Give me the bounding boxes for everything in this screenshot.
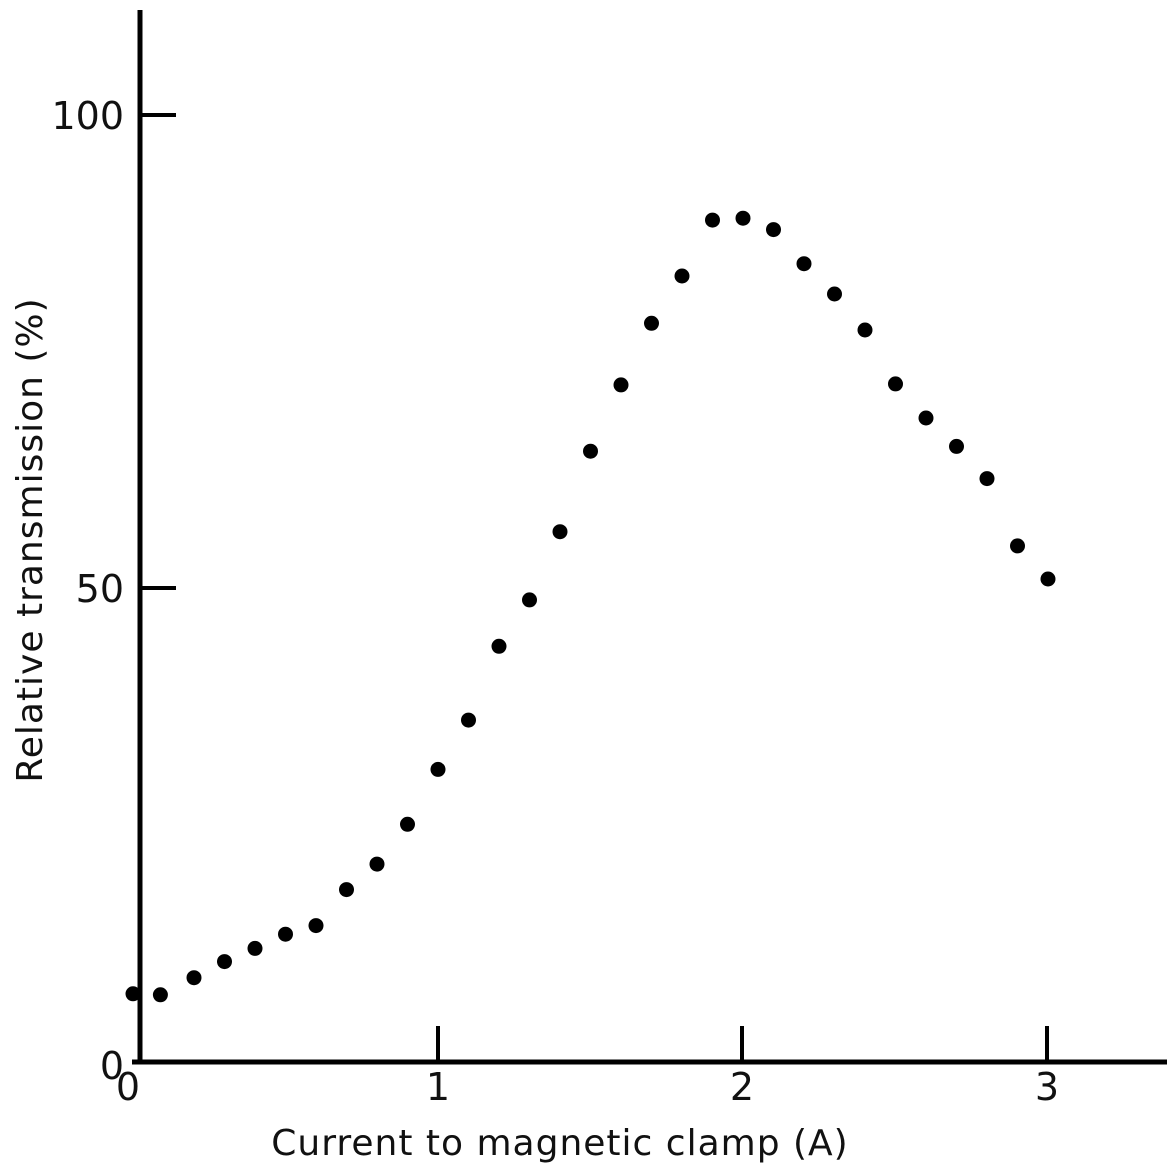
y-tick-label-100: 100 <box>51 94 124 138</box>
x-tick-label-2: 2 <box>730 1065 754 1109</box>
data-point <box>918 410 934 426</box>
data-point <box>491 638 507 654</box>
data-point <box>247 940 263 956</box>
data-point <box>152 987 168 1003</box>
data-point <box>705 212 720 228</box>
y-tick-label-0: 0 <box>100 1044 124 1088</box>
data-point <box>644 315 659 331</box>
data-point <box>979 471 995 487</box>
data-point <box>369 856 385 872</box>
x-tick-label-3: 3 <box>1035 1065 1059 1109</box>
data-point <box>339 882 354 898</box>
data-point <box>1040 571 1056 587</box>
data-point <box>613 377 629 393</box>
data-point <box>857 322 873 338</box>
data-point <box>949 438 964 454</box>
x-tick-label-1: 1 <box>426 1065 450 1109</box>
data-point <box>888 376 903 392</box>
y-tick-label-50: 50 <box>76 567 124 611</box>
data-point <box>400 816 415 832</box>
data-point <box>766 222 781 238</box>
y-axis: 100 50 0 Relative transmission (%) <box>10 10 176 1088</box>
data-point <box>552 524 568 540</box>
x-axis-title: Current to magnetic clamp (A) <box>271 1123 848 1164</box>
data-point <box>735 210 751 226</box>
x-tick-label-0: 0 <box>116 1065 140 1109</box>
data-point <box>278 926 293 942</box>
data-point <box>522 592 537 608</box>
data-point <box>461 712 476 728</box>
data-point <box>308 918 324 934</box>
y-axis-title: Relative transmission (%) <box>10 297 51 782</box>
data-point <box>827 286 842 302</box>
data-point <box>430 761 446 777</box>
data-point <box>186 970 202 986</box>
data-point <box>1010 538 1025 554</box>
data-point <box>796 256 812 272</box>
data-point <box>674 268 690 284</box>
data-point <box>125 986 141 1002</box>
x-axis: 0 1 2 3 Current to magnetic clamp (A) <box>116 1026 1167 1164</box>
data-point <box>583 443 598 459</box>
data-point <box>217 954 232 970</box>
data-points <box>125 210 1056 1003</box>
